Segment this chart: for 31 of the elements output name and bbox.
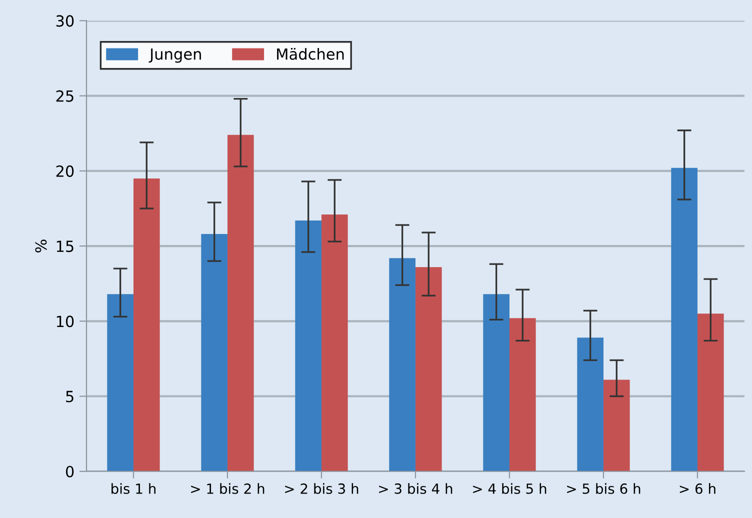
x-tick-label: > 1 bis 2 h xyxy=(191,483,264,494)
bar xyxy=(201,234,228,472)
bar xyxy=(671,168,698,472)
y-axis-title: % xyxy=(35,240,47,252)
y-tick-label: 30 xyxy=(56,15,74,27)
bar xyxy=(295,220,322,472)
y-tick-label: 0 xyxy=(66,466,74,478)
y-tick-label: 20 xyxy=(56,165,74,177)
bar xyxy=(107,294,134,472)
y-tick-label: 25 xyxy=(56,90,74,102)
y-tick-label: 15 xyxy=(56,240,74,252)
legend-label: Mädchen xyxy=(277,48,344,60)
bar xyxy=(509,318,536,472)
x-tick-label: > 2 bis 3 h xyxy=(285,483,358,494)
x-tick-label: bis 1 h xyxy=(112,483,156,494)
bar xyxy=(415,267,442,472)
bar xyxy=(603,380,630,472)
x-tick-label: > 5 bis 6 h xyxy=(567,483,640,494)
x-tick-label: > 4 bis 5 h xyxy=(473,483,546,494)
bar xyxy=(227,134,254,472)
bar xyxy=(697,314,724,472)
bar xyxy=(483,294,510,472)
bar xyxy=(321,214,348,472)
y-tick-label: 5 xyxy=(66,390,74,402)
bar xyxy=(577,338,604,472)
bar xyxy=(389,258,416,472)
x-tick-label: > 3 bis 4 h xyxy=(379,483,452,494)
legend-label: Jungen xyxy=(148,48,201,63)
y-tick-label: 10 xyxy=(56,316,74,328)
x-tick-label: > 6 h xyxy=(680,483,716,494)
bar xyxy=(133,178,160,472)
